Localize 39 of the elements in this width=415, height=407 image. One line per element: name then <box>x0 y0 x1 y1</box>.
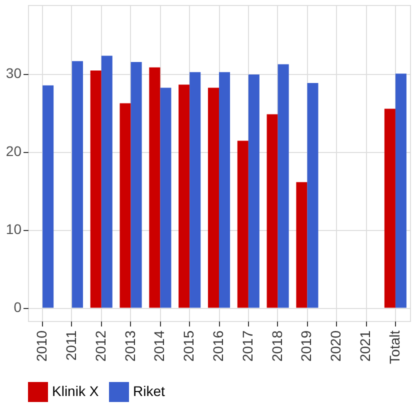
bar <box>307 83 318 308</box>
bar <box>130 62 142 308</box>
bar <box>395 74 406 308</box>
y-tick-label: 0 <box>14 299 22 316</box>
legend-label: Klinik X <box>52 383 100 399</box>
bar <box>178 84 190 308</box>
y-tick-label: 10 <box>6 221 22 238</box>
bar <box>190 72 201 308</box>
bar <box>149 67 160 308</box>
bar <box>384 108 396 308</box>
bar <box>248 74 260 308</box>
bar <box>278 64 289 308</box>
x-tick-label: 2020 <box>328 330 344 362</box>
x-tick-label: 2010 <box>34 330 50 362</box>
bar <box>266 114 278 308</box>
bar <box>72 61 83 308</box>
x-tick-label: Totalt <box>386 330 402 364</box>
bar <box>90 70 102 308</box>
x-tick-label: 2014 <box>151 330 168 362</box>
x-tick-label: 2021 <box>357 330 374 362</box>
x-tick-label: 2019 <box>298 330 314 362</box>
x-tick-label: 2016 <box>210 330 226 362</box>
bar <box>237 140 248 308</box>
x-tick-label: 2017 <box>239 330 256 362</box>
bar <box>120 103 131 308</box>
bar <box>208 88 219 308</box>
x-tick-label: 2011 <box>62 330 79 361</box>
bar <box>42 85 54 308</box>
bar <box>296 182 308 308</box>
legend-label: Riket <box>133 383 166 399</box>
x-tick-label: 2015 <box>180 330 197 362</box>
bar <box>101 56 112 308</box>
bar <box>219 72 230 308</box>
y-tick-label: 30 <box>6 65 22 82</box>
x-tick-label: 2018 <box>268 330 285 362</box>
x-tick-label: 2012 <box>92 330 108 362</box>
bar <box>160 88 172 308</box>
x-tick-label: 2013 <box>122 330 138 362</box>
y-tick-label: 20 <box>6 143 22 160</box>
